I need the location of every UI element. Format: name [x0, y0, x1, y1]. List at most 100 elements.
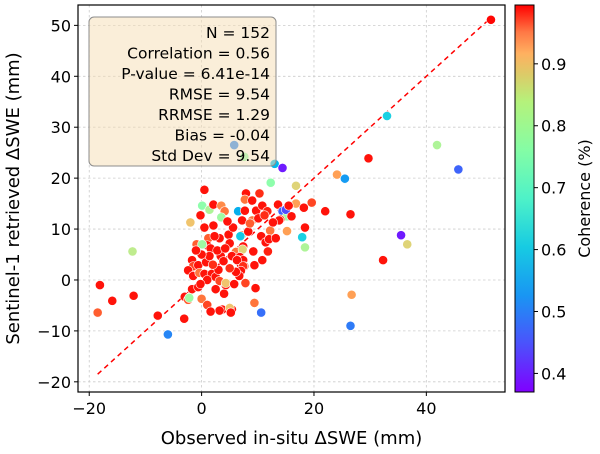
- data-point: [92, 307, 103, 318]
- data-point: [220, 243, 231, 254]
- data-point: [107, 295, 118, 306]
- data-point: [345, 209, 356, 220]
- data-point: [152, 310, 163, 321]
- stats-line: N = 152: [206, 24, 270, 42]
- colorbar-tick-label: 0.7: [541, 179, 566, 198]
- stats-line: Std Dev = 9.54: [151, 147, 270, 165]
- data-point: [219, 288, 229, 299]
- y-tick-label: 0: [61, 271, 71, 290]
- colorbar-gradient: [514, 4, 535, 393]
- data-point: [291, 180, 301, 191]
- data-point: [218, 256, 229, 267]
- data-point: [306, 197, 317, 208]
- y-tick-label: −10: [37, 322, 71, 341]
- data-point: [339, 173, 350, 184]
- data-point: [162, 329, 173, 340]
- stats-line: P-value = 6.41e-14: [121, 65, 270, 83]
- data-point: [286, 211, 297, 222]
- data-point: [250, 283, 261, 294]
- data-point: [228, 222, 238, 233]
- y-tick-label: 20: [51, 169, 71, 188]
- data-point: [95, 280, 105, 290]
- data-point: [222, 216, 233, 227]
- data-point: [363, 153, 374, 164]
- y-tick-label: 10: [51, 220, 71, 239]
- data-point: [220, 278, 231, 288]
- data-point: [277, 163, 288, 173]
- plot-frame: [77, 4, 506, 393]
- data-point: [298, 202, 309, 213]
- colorbar-tick-label: 0.9: [541, 55, 566, 74]
- data-point: [128, 290, 139, 301]
- data-point: [300, 222, 310, 233]
- data-point: [232, 255, 242, 266]
- data-point: [184, 292, 195, 303]
- data-point: [209, 231, 220, 242]
- data-point: [297, 232, 308, 243]
- data-point: [127, 246, 138, 257]
- y-tick-label: 40: [51, 67, 71, 86]
- y-tick-label: 30: [51, 118, 71, 137]
- data-point: [300, 242, 310, 253]
- x-tick-label: 0: [197, 399, 207, 418]
- stats-line: Bias = -0.04: [175, 127, 270, 145]
- data-point: [239, 205, 250, 216]
- data-point: [191, 245, 201, 256]
- reference-line-layer: [97, 17, 492, 375]
- data-point: [263, 246, 273, 257]
- stats-box-background: [88, 16, 277, 167]
- x-axis-label: Observed in-situ ΔSWE (mm): [161, 428, 423, 449]
- colorbar: 0.4 0.5 0.6 0.7 0.8 0.9 Coherence (%): [514, 4, 594, 393]
- data-point: [235, 231, 246, 242]
- data-point: [265, 177, 276, 188]
- y-tick-label: −20: [37, 373, 71, 392]
- y-tick-label: 50: [51, 16, 71, 35]
- stats-line: Correlation = 0.56: [127, 45, 270, 63]
- data-point: [259, 210, 270, 221]
- data-point: [225, 307, 236, 318]
- data-point: [283, 200, 294, 211]
- data-point: [214, 305, 225, 316]
- data-point: [453, 164, 464, 175]
- data-point: [240, 278, 251, 288]
- data-point: [332, 169, 342, 180]
- data-point: [270, 233, 281, 244]
- colorbar-label: Coherence (%): [575, 139, 594, 258]
- data-point: [396, 230, 406, 241]
- data-point: [199, 222, 210, 233]
- stats-line: RRMSE = 1.29: [158, 106, 270, 124]
- data-point: [378, 255, 388, 266]
- data-point: [197, 239, 208, 250]
- data-point: [254, 188, 265, 199]
- colorbar-tick-label: 0.6: [541, 241, 566, 260]
- x-tick-label: 40: [416, 399, 436, 418]
- data-point: [248, 246, 259, 257]
- data-point: [205, 306, 216, 317]
- data-point: [210, 284, 221, 295]
- x-tick-label: −20: [72, 399, 106, 418]
- data-point: [224, 263, 235, 274]
- x-tick-label: 20: [304, 399, 324, 418]
- x-axis: −20 0 20 40: [72, 392, 437, 418]
- stats-box: N = 152 Correlation = 0.56 P-value = 6.41e…: [88, 16, 277, 167]
- data-point: [195, 279, 206, 289]
- data-point: [268, 217, 278, 228]
- data-point: [185, 217, 196, 228]
- y-axis: −20 −10 0 10 20 30 40 50: [37, 16, 78, 392]
- data-point: [249, 260, 260, 271]
- data-point: [432, 140, 442, 150]
- data-point: [195, 210, 206, 221]
- data-point: [199, 184, 210, 195]
- data-point: [208, 220, 219, 231]
- data-point: [257, 255, 268, 266]
- data-point: [243, 226, 254, 237]
- data-point: [245, 218, 255, 229]
- data-point: [207, 259, 218, 270]
- data-point: [402, 239, 413, 250]
- data-point: [345, 320, 356, 331]
- data-point: [282, 226, 292, 236]
- data-point: [179, 313, 190, 324]
- colorbar-tick-label: 0.5: [541, 303, 566, 322]
- y-axis-label: Sentinel-1 retrieved ΔSWE (mm): [3, 52, 24, 344]
